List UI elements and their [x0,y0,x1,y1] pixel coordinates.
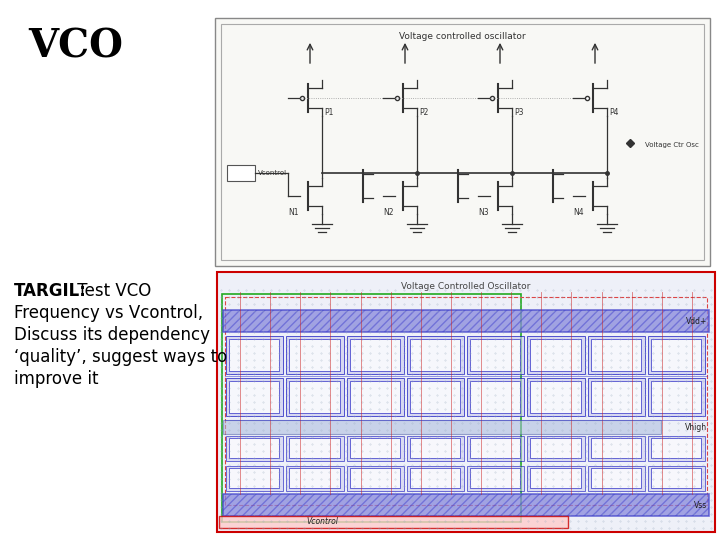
Bar [217,272,715,532]
Text: P4: P4 [609,108,618,117]
Bar [470,438,521,458]
Bar [527,336,585,374]
Text: Voltage controlled oscillator: Voltage controlled oscillator [399,32,526,41]
Bar [648,436,705,461]
Bar [225,297,707,505]
Bar [349,381,400,413]
Bar [590,438,641,458]
Bar [467,336,524,374]
Bar [470,381,521,413]
Bar [289,339,340,371]
Bar [588,436,644,461]
Bar [229,438,279,458]
Bar [648,466,705,491]
Text: Vss: Vss [694,501,707,510]
Bar [349,438,400,458]
Bar [590,468,641,488]
Bar [530,468,580,488]
Bar [470,468,521,488]
Bar [223,310,709,332]
Bar [229,339,279,371]
Bar [346,378,404,416]
Bar [530,339,580,371]
Bar [346,436,404,461]
Text: Discuss its dependency: Discuss its dependency [14,326,210,344]
Bar [223,494,709,516]
Bar [527,466,585,491]
Bar [651,381,701,413]
Text: P2: P2 [419,108,428,117]
Text: Voltage Controlled Oscillator: Voltage Controlled Oscillator [401,282,531,291]
Text: improve it: improve it [14,370,99,388]
Bar [651,339,701,371]
Bar [590,381,641,413]
Text: TARGIL:: TARGIL: [14,282,87,300]
Bar [588,466,644,491]
Bar [651,438,701,458]
Text: Frequency vs Vcontrol,: Frequency vs Vcontrol, [14,304,203,322]
Bar [289,468,340,488]
Bar [588,378,644,416]
Bar [223,420,661,434]
Text: Vdd+: Vdd+ [685,316,707,326]
Text: N3: N3 [478,208,489,217]
Text: P3: P3 [514,108,523,117]
Bar [467,378,524,416]
Bar [226,378,283,416]
Bar [287,336,343,374]
Text: Vcontrol: Vcontrol [307,517,338,526]
Bar [410,438,460,458]
Bar [221,24,704,260]
Bar [223,494,709,516]
Bar [467,466,524,491]
Bar [226,436,283,461]
Bar [590,339,641,371]
Bar [219,516,567,528]
Bar [289,381,340,413]
Bar [407,378,464,416]
Bar [349,339,400,371]
Bar [223,310,709,332]
Bar [407,336,464,374]
Bar [407,466,464,491]
Text: N1: N1 [288,208,299,217]
Bar [287,466,343,491]
Bar [648,336,705,374]
Bar [407,436,464,461]
Bar [227,165,255,181]
Text: Vhigh: Vhigh [685,422,707,431]
Text: Vcontrol: Vcontrol [258,170,287,176]
Bar [287,436,343,461]
Bar [467,436,524,461]
Bar [349,468,400,488]
Bar [229,468,279,488]
Bar [588,336,644,374]
Bar [410,468,460,488]
Bar [222,294,521,522]
Bar [530,438,580,458]
Bar [229,381,279,413]
Bar [346,466,404,491]
Text: N4: N4 [573,208,584,217]
Bar [530,381,580,413]
Text: P1: P1 [324,108,333,117]
Bar [226,336,283,374]
Text: N2: N2 [383,208,394,217]
Bar [289,438,340,458]
Bar [651,468,701,488]
Text: Voltage Ctr Osc: Voltage Ctr Osc [645,142,699,148]
Bar [527,436,585,461]
Text: ‘quality’, suggest ways to: ‘quality’, suggest ways to [14,348,228,366]
Bar [346,336,404,374]
Bar [287,378,343,416]
Bar [410,381,460,413]
Text: Test VCO: Test VCO [72,282,151,300]
Bar [648,378,705,416]
Bar [527,378,585,416]
Bar [410,339,460,371]
Text: VCO: VCO [28,28,123,66]
Bar [470,339,521,371]
Bar [215,18,710,266]
Bar [226,466,283,491]
